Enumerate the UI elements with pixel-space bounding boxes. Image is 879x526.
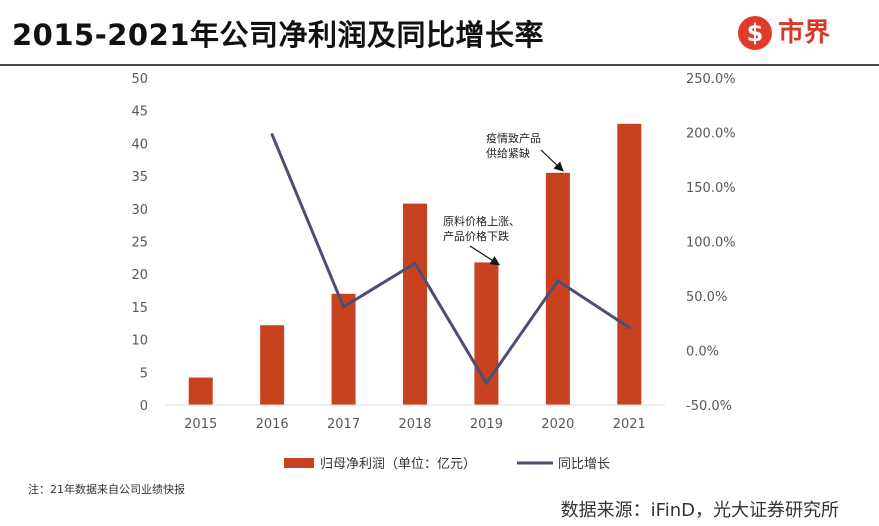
bar-2020 <box>545 172 570 405</box>
growth-point-2020 <box>556 279 560 283</box>
header: 2015-2021年公司净利润及同比增长率 $ 市界 <box>0 0 879 66</box>
x-tick-label: 2021 <box>613 417 646 432</box>
y-left-tick-label: 40 <box>131 137 148 152</box>
x-tick-label: 2020 <box>541 417 574 432</box>
bars-layer <box>188 123 642 405</box>
growth-point-2018 <box>413 261 417 265</box>
annotation-arrow-2019 <box>469 245 501 266</box>
y-right-tick-label: -50.0% <box>686 399 732 414</box>
annotation-text-2019: 产品价格下跌 <box>443 229 509 243</box>
header-divider <box>0 64 879 66</box>
x-tick-label: 2018 <box>398 417 431 432</box>
annotation-text-2019: 原料价格上涨、 <box>443 214 520 228</box>
y-right-tick-label: 250.0% <box>686 72 736 87</box>
y-right-tick-label: 100.0% <box>686 236 736 251</box>
y-left-tick-label: 25 <box>131 236 148 251</box>
footnote: 注：21年数据来自公司业绩快报 <box>28 483 185 496</box>
growth-point-2017 <box>342 305 346 309</box>
growth-point-2016 <box>270 133 274 137</box>
y-right-tick-label: 200.0% <box>686 127 736 142</box>
y-left-tick-label: 10 <box>131 334 148 349</box>
y-left-tick-label: 30 <box>131 203 148 218</box>
bar-2018 <box>403 203 427 405</box>
y-right-tick-label: 0.0% <box>686 345 719 360</box>
line-layer <box>270 133 631 385</box>
legend-layer: 归母净利润（单位：亿元） 同比增长 <box>284 457 610 472</box>
x-tick-label: 2017 <box>327 417 360 432</box>
logo-text: 市界 <box>778 18 831 48</box>
shijie-logo: $ 市界 <box>738 14 858 54</box>
y-left-tick-label: 5 <box>140 366 148 381</box>
x-tick-label: 2019 <box>470 417 503 432</box>
data-source: 数据来源：iFinD，光大证券研究所 <box>560 500 839 521</box>
y-left-tick-label: 35 <box>131 170 148 185</box>
bar-2016 <box>260 325 285 405</box>
y-left-tick-label: 15 <box>131 301 148 316</box>
page-title: 2015-2021年公司净利润及同比增长率 <box>12 18 544 52</box>
legend-swatch-net-profit <box>284 458 314 468</box>
annotation-arrow-2020 <box>540 149 564 172</box>
y-right-tick-label: 50.0% <box>686 290 727 305</box>
annotation-text-2020: 疫情致产品 <box>486 131 541 145</box>
legend-label-growth: 同比增长 <box>558 457 610 472</box>
y-right-tick-label: 150.0% <box>686 181 736 196</box>
y-left-tick-label: 50 <box>131 72 148 87</box>
bar-2017 <box>331 293 356 405</box>
y-left-tick-label: 0 <box>140 399 148 414</box>
x-tick-label: 2016 <box>256 417 289 432</box>
annotation-text-2020: 供给紧缺 <box>486 146 530 160</box>
legend-label-net-profit: 归母净利润（单位：亿元） <box>320 457 476 472</box>
growth-point-2019 <box>484 381 488 385</box>
y-left-tick-label: 20 <box>131 268 148 283</box>
axis-layer: 0 5 10 15 20 25 30 35 40 45 50 -50.0% 0.0% 50.0% 100.0… <box>131 72 735 432</box>
growth-point-2021 <box>627 326 631 330</box>
bar-2015 <box>188 377 213 405</box>
dollar-icon: $ <box>738 16 772 50</box>
bar-2021 <box>617 123 642 405</box>
x-tick-label: 2015 <box>184 417 217 432</box>
growth-line <box>270 134 631 385</box>
y-left-tick-label: 45 <box>131 105 148 120</box>
